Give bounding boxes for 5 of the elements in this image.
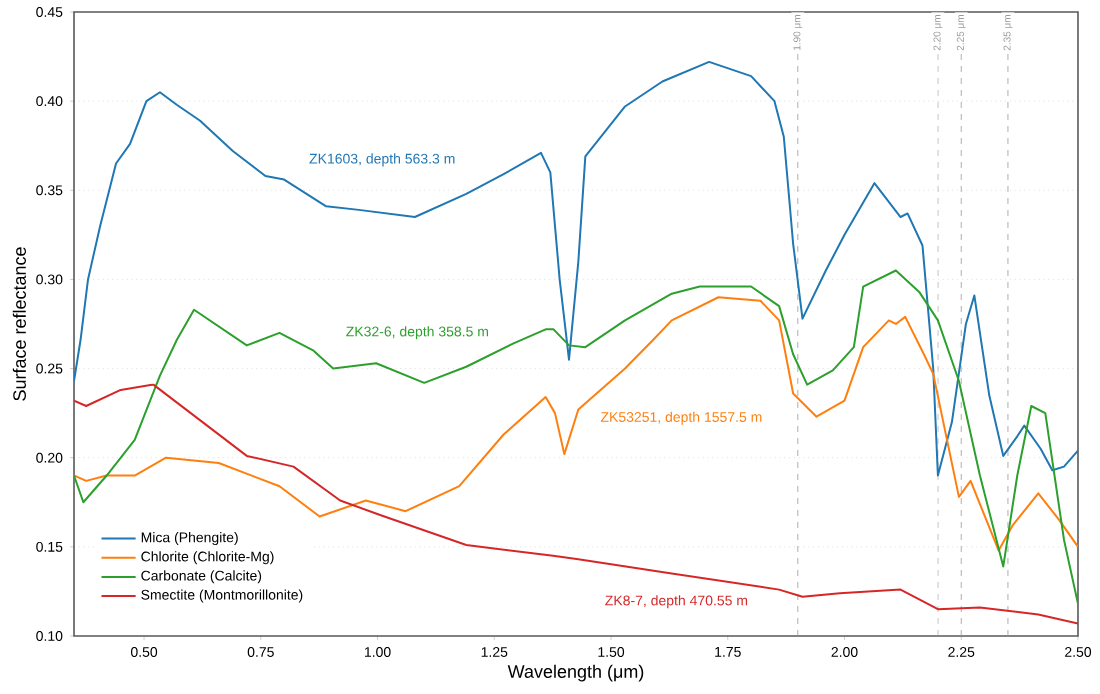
x-axis-title: Wavelength (μm) (507, 664, 644, 682)
y-axis-title: Surface reflectance (12, 247, 26, 401)
line-series (74, 60, 1078, 477)
line-series (74, 269, 1078, 605)
line-series (74, 296, 1078, 552)
